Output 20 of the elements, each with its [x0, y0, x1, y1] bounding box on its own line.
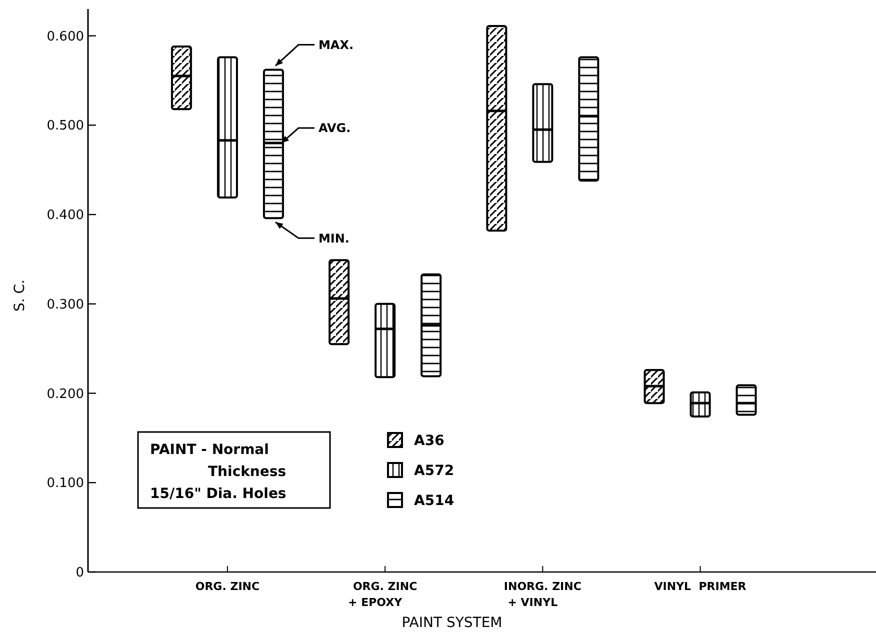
x-tick-label: ORG. ZINC [195, 580, 260, 593]
annotation: MIN. [318, 231, 350, 246]
legend-label: A36 [414, 432, 444, 449]
x-axis-title: PAINT SYSTEM [402, 615, 502, 631]
y-tick-label: 0.100 [46, 476, 84, 492]
legend-label: A572 [414, 462, 454, 479]
y-axis-title: S. C. [12, 279, 28, 312]
legend-label: A514 [414, 492, 454, 509]
x-tick-label: ORG. ZINC + EPOXY [348, 580, 418, 609]
annotation: PAINT - Normal Thickness 15/16" Dia. Holes [150, 442, 286, 502]
x-tick-label: VINYL PRIMER [654, 580, 747, 593]
y-tick-label: 0.400 [46, 208, 84, 224]
y-tick-label: 0.600 [46, 29, 84, 44]
annotation: MAX. [318, 38, 354, 52]
y-tick-label: 0.200 [46, 386, 84, 402]
y-tick-label: 0 [76, 566, 84, 581]
annotation: AVG. [318, 121, 351, 136]
y-tick-label: 0.500 [46, 118, 84, 134]
y-tick-label: 0.300 [46, 297, 84, 312]
x-tick-label: INORG. ZINC + VINYL [504, 580, 582, 609]
